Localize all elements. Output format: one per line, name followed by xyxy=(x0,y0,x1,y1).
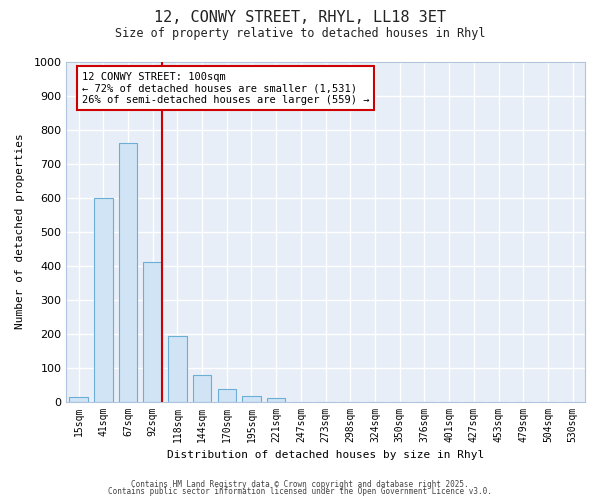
X-axis label: Distribution of detached houses by size in Rhyl: Distribution of detached houses by size … xyxy=(167,450,484,460)
Text: Contains public sector information licensed under the Open Government Licence v3: Contains public sector information licen… xyxy=(108,487,492,496)
Text: 12, CONWY STREET, RHYL, LL18 3ET: 12, CONWY STREET, RHYL, LL18 3ET xyxy=(154,10,446,25)
Text: 12 CONWY STREET: 100sqm
← 72% of detached houses are smaller (1,531)
26% of semi: 12 CONWY STREET: 100sqm ← 72% of detache… xyxy=(82,72,369,105)
Bar xyxy=(267,398,286,402)
Bar xyxy=(119,143,137,402)
Bar xyxy=(94,198,113,402)
Text: Contains HM Land Registry data © Crown copyright and database right 2025.: Contains HM Land Registry data © Crown c… xyxy=(131,480,469,489)
Bar xyxy=(193,375,211,402)
Text: Size of property relative to detached houses in Rhyl: Size of property relative to detached ho… xyxy=(115,28,485,40)
Bar xyxy=(218,388,236,402)
Bar xyxy=(69,398,88,402)
Bar xyxy=(168,336,187,402)
Bar xyxy=(242,396,261,402)
Bar xyxy=(143,262,162,402)
Y-axis label: Number of detached properties: Number of detached properties xyxy=(15,134,25,330)
